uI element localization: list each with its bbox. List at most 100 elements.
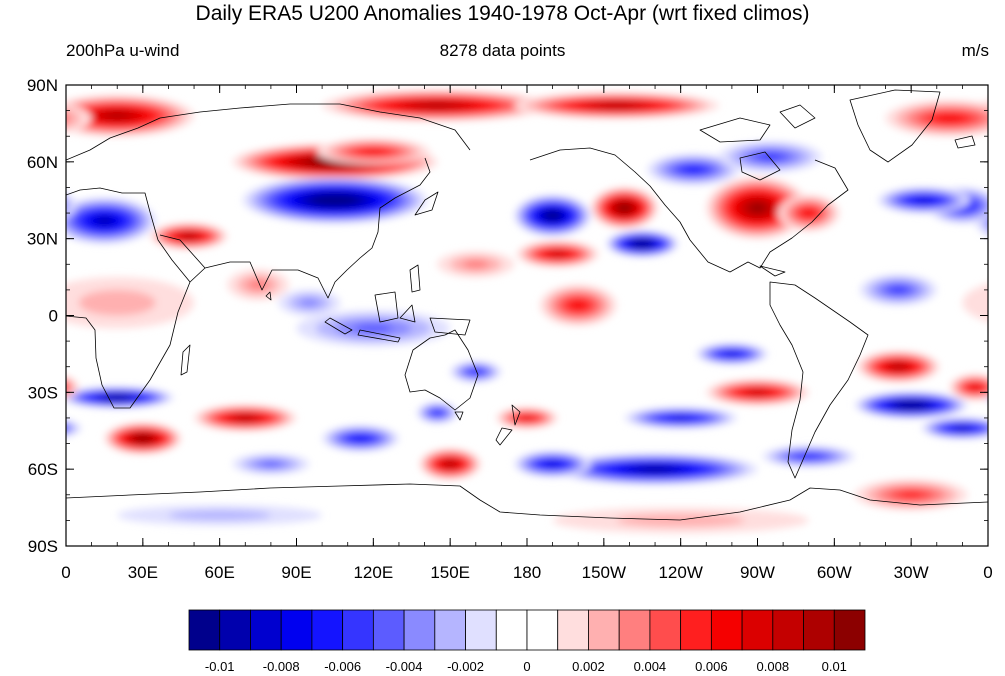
anomaly-contour bbox=[938, 115, 961, 122]
anomaly-contour bbox=[239, 416, 251, 420]
anomaly-feature bbox=[496, 407, 558, 429]
anomaly-feature bbox=[854, 479, 968, 511]
anomaly-contour bbox=[66, 113, 71, 124]
anomaly-feature bbox=[416, 402, 458, 424]
lat-tick-label: 60N bbox=[27, 153, 58, 172]
anomaly-contour bbox=[644, 467, 666, 471]
variable-label: 200hPa u-wind bbox=[66, 41, 180, 60]
anomaly-feature bbox=[117, 505, 323, 526]
lat-tick-label: 30N bbox=[27, 230, 58, 249]
colorbar-label: -0.002 bbox=[447, 659, 484, 674]
anomaly-contour bbox=[17, 115, 38, 121]
colorbar-label: -0.006 bbox=[324, 659, 361, 674]
units-label: m/s bbox=[961, 41, 989, 60]
colorbar-box bbox=[803, 609, 835, 651]
lon-tick-label: 150W bbox=[582, 563, 626, 582]
anomaly-contour bbox=[354, 323, 393, 333]
colorbar-box bbox=[588, 609, 620, 651]
anomaly-contour bbox=[433, 411, 441, 415]
anomaly-feature bbox=[877, 187, 971, 214]
anomaly-contour bbox=[363, 149, 383, 154]
colorbar-box bbox=[219, 609, 251, 651]
anomaly-feature bbox=[539, 284, 617, 326]
lon-tick-label: 30E bbox=[128, 563, 158, 582]
anomaly-contour bbox=[752, 204, 763, 212]
anomaly-feature bbox=[419, 448, 481, 480]
colorbar-box bbox=[342, 609, 374, 651]
anomaly-feature bbox=[322, 425, 399, 452]
colorbar-label: 0.004 bbox=[634, 659, 667, 674]
anomaly-feature bbox=[6, 100, 988, 137]
anomaly-contour bbox=[66, 196, 72, 214]
anomaly-contour bbox=[15, 193, 66, 219]
anomaly-contour bbox=[522, 416, 532, 420]
lon-tick-label: 90W bbox=[740, 563, 775, 582]
colorbar-box bbox=[280, 609, 313, 651]
lat-tick-label: 60S bbox=[28, 460, 58, 479]
anomaly-feature bbox=[859, 274, 937, 306]
lon-tick-label: 180 bbox=[513, 563, 541, 582]
anomaly-feature bbox=[857, 351, 940, 383]
anomaly-contour bbox=[66, 107, 81, 129]
colorbar-box bbox=[188, 609, 221, 651]
colorbar-box bbox=[649, 609, 682, 651]
plot-title: Daily ERA5 U200 Anomalies 1940-1978 Oct-… bbox=[195, 2, 810, 25]
anomaly-contour bbox=[918, 198, 930, 202]
anomaly-feature bbox=[150, 223, 228, 249]
colorbar-box bbox=[618, 609, 651, 651]
anomaly-contour bbox=[993, 389, 1005, 406]
colorbar-box bbox=[465, 609, 497, 651]
anomaly-contour bbox=[992, 205, 1005, 236]
colorbar-box bbox=[526, 609, 559, 651]
anomaly-contour bbox=[20, 195, 61, 215]
anomaly-feature bbox=[227, 269, 289, 301]
colorbar-label: 0.01 bbox=[822, 659, 847, 674]
anomaly-contour bbox=[727, 352, 737, 356]
anomaly-contour bbox=[66, 423, 73, 433]
anomaly-contour bbox=[98, 218, 111, 224]
lon-tick-label: 60W bbox=[817, 563, 852, 582]
anomaly-contour bbox=[639, 242, 646, 245]
anomaly-contour bbox=[988, 102, 1005, 129]
anomaly-contour bbox=[108, 113, 126, 119]
anomaly-contour bbox=[36, 427, 45, 429]
anomaly-contour bbox=[25, 198, 56, 213]
anomaly-contour bbox=[962, 283, 988, 322]
lon-tick-label: 0 bbox=[983, 563, 992, 582]
anomaly-contour bbox=[18, 422, 64, 433]
anomaly-feature bbox=[516, 241, 599, 267]
colorbar-label: 0.006 bbox=[695, 659, 728, 674]
anomaly-feature bbox=[647, 154, 740, 185]
anomaly-feature bbox=[854, 392, 968, 418]
anomaly-contour bbox=[801, 454, 817, 459]
anomaly-contour bbox=[673, 416, 688, 420]
lon-tick-label: 120W bbox=[658, 563, 702, 582]
anomaly-contour bbox=[890, 286, 907, 293]
colorbar-box bbox=[772, 609, 804, 651]
anomaly-contour bbox=[549, 213, 557, 218]
lat-tick-label: 90N bbox=[27, 76, 58, 95]
colorbar: -0.01 -0.008 -0.006 -0.004 -0.002 0 0.002 0.004… bbox=[188, 609, 866, 674]
anomaly-contour bbox=[112, 396, 123, 399]
colorbar-label: 0.008 bbox=[757, 659, 790, 674]
anomaly-contour bbox=[168, 510, 271, 521]
anomaly-feature bbox=[322, 90, 553, 121]
colorbar-box bbox=[311, 609, 344, 651]
anomaly-contour bbox=[6, 112, 49, 124]
anomaly-contour bbox=[605, 104, 629, 107]
anomaly-feature bbox=[514, 195, 592, 237]
anomaly-contour bbox=[261, 461, 281, 467]
lon-tick-label: 30W bbox=[894, 563, 929, 582]
anomaly-contour bbox=[327, 198, 343, 203]
anomaly-contour bbox=[616, 513, 745, 527]
anomaly-contour bbox=[462, 260, 489, 269]
colorbar-box bbox=[403, 609, 436, 651]
lon-tick-label: 60E bbox=[205, 563, 235, 582]
colorbar-box bbox=[833, 609, 866, 651]
anomaly-contour bbox=[424, 103, 451, 108]
anomaly-feature bbox=[777, 195, 840, 231]
lon-tick-label: 90E bbox=[281, 563, 311, 582]
anomaly-contour bbox=[471, 370, 481, 374]
colorbar-box bbox=[250, 609, 282, 651]
